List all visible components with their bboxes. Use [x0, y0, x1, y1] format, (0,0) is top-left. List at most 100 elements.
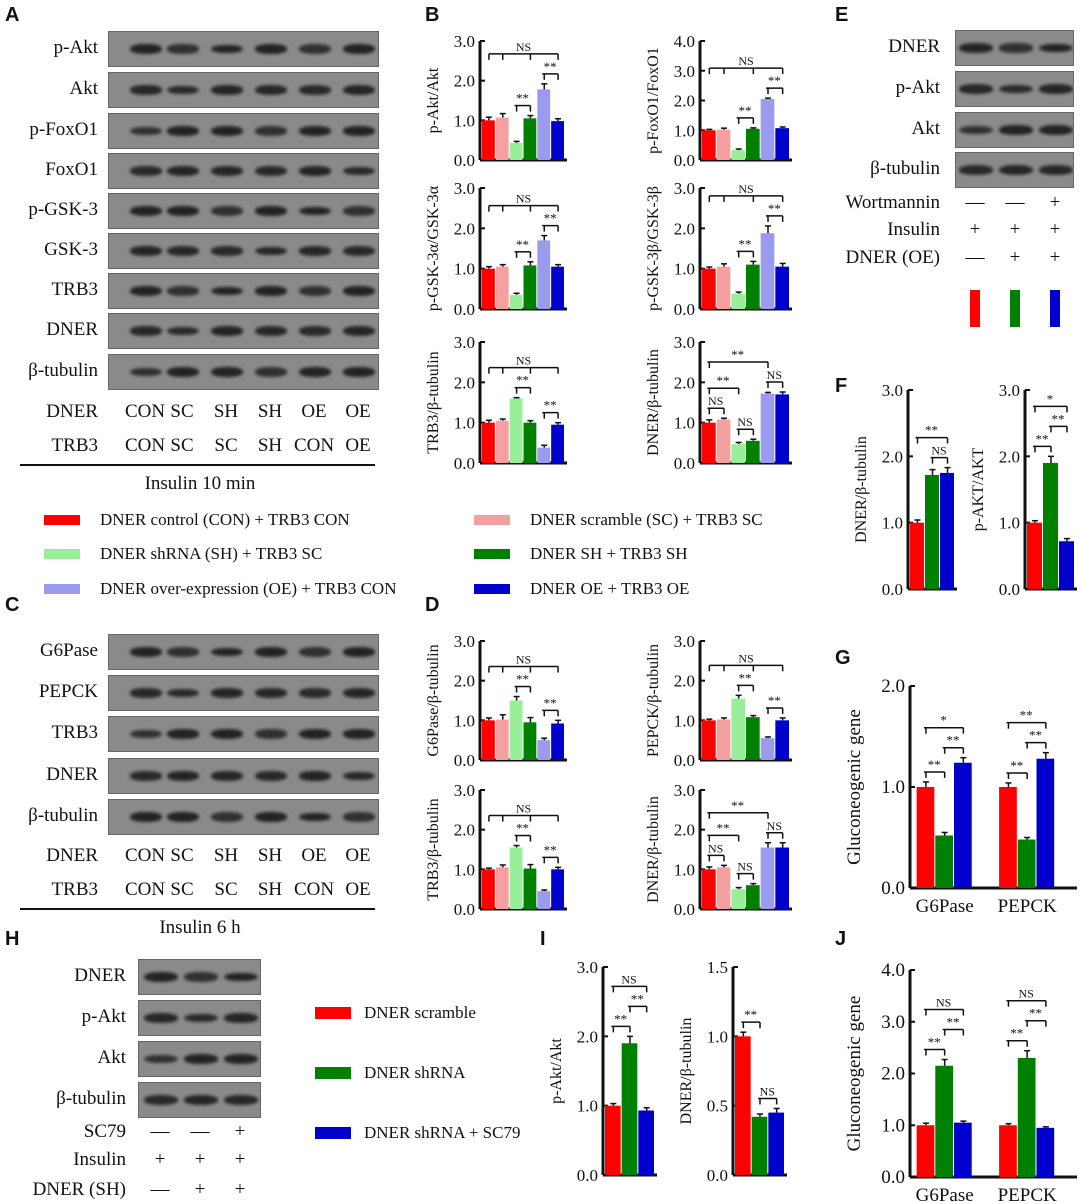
condition-label: TRB3 [51, 879, 98, 900]
legend-label: DNER SH + TRB3 SH [530, 544, 688, 563]
y-tick-label: 2.0 [454, 219, 475, 238]
bar [768, 1112, 784, 1175]
western-blot-strip [138, 1041, 261, 1077]
bar [746, 717, 760, 760]
protein-band [130, 246, 162, 256]
protein-band [130, 647, 162, 657]
significance-label: ** [768, 201, 781, 216]
bar [999, 787, 1017, 888]
bar [731, 444, 745, 463]
legend-swatch [44, 549, 80, 559]
western-blot-strip [108, 758, 379, 794]
blot-row-label: DNER [46, 319, 98, 340]
bar [702, 869, 716, 909]
protein-band [167, 771, 199, 781]
bar [1043, 462, 1058, 589]
protein-band [211, 771, 243, 781]
y-tick-label: 1.5 [707, 958, 728, 977]
y-axis-title: G6Pase/β-tubulin [425, 644, 442, 756]
condition-value: SC [170, 401, 194, 422]
legend-label: DNER OE + TRB3 OE [530, 579, 690, 598]
condition-label: DNER [46, 401, 98, 422]
protein-band [184, 1013, 218, 1023]
protein-band [224, 1095, 258, 1105]
protein-band [343, 126, 375, 136]
bar [954, 1122, 972, 1177]
significance-label: ** [544, 211, 557, 226]
y-tick-label: 0.0 [454, 900, 475, 919]
bar [537, 240, 551, 309]
bar [935, 835, 953, 888]
significance-label: NS [738, 651, 753, 665]
y-tick-label: 1.0 [674, 711, 695, 730]
y-tick-label: 2.0 [882, 447, 903, 466]
western-blot-strip [108, 31, 379, 67]
protein-band [130, 126, 162, 136]
blot-row-label: p-Akt [53, 37, 98, 58]
bar [551, 266, 564, 309]
bar [509, 700, 523, 760]
significance-label: * [940, 713, 947, 728]
y-tick-label: 1.0 [674, 260, 695, 279]
significance-label: NS [760, 1084, 775, 1098]
western-blot-strip [108, 716, 379, 752]
protein-band [211, 812, 243, 822]
protein-band [343, 812, 375, 822]
condition-value: SH [257, 435, 283, 456]
protein-band [1039, 165, 1073, 175]
bar [910, 522, 924, 589]
bar-chart-B1: 0.0 1.0 2.0 3.0 p-Akt/Akt ** ** NS [425, 32, 567, 170]
color-swatch [1050, 290, 1060, 327]
divider-line [20, 908, 375, 910]
bar-chart-B4: 0.0 1.0 2.0 3.0 p-GSK-3β/GSK-3β ** ** NS [645, 179, 792, 319]
bar [551, 121, 564, 160]
bar [716, 419, 731, 463]
panel-label: E [835, 4, 849, 26]
protein-band [211, 166, 243, 176]
condition-value: CON [124, 845, 166, 866]
condition-value: + [154, 1149, 166, 1170]
condition-value: OE [301, 845, 327, 866]
bar [702, 130, 716, 160]
y-axis-title: p-AKT/AKT [970, 448, 987, 532]
western-blot-strip [955, 152, 1074, 188]
y-axis-title: p-GSK-3α/GSK-3α [425, 185, 442, 311]
y-axis-title: Gluconeogenic gene [844, 709, 865, 865]
bar [716, 719, 731, 760]
panel-label: J [835, 928, 847, 950]
bar [746, 440, 760, 463]
protein-band [167, 126, 199, 136]
y-tick-label: 0.0 [577, 1166, 598, 1185]
significance-label: ** [731, 347, 744, 362]
bar [495, 266, 509, 309]
y-tick-label: 3.0 [674, 632, 695, 651]
legend-swatch [474, 515, 510, 525]
significance-label: ** [717, 373, 730, 388]
bar [621, 1043, 638, 1175]
protein-band [255, 771, 287, 781]
condition-value: — [965, 192, 985, 213]
significance-label: NS [708, 841, 723, 855]
bar [731, 150, 745, 160]
panel-label: C [5, 594, 20, 616]
western-blot-strip [108, 113, 379, 149]
bar-chart-D2: 0.0 1.0 2.0 3.0 PEPCK/β-tubulin ** ** NS [645, 632, 792, 770]
condition-value: + [1049, 219, 1061, 240]
bar [495, 420, 509, 463]
condition-value: + [1049, 192, 1061, 213]
bar [1036, 758, 1055, 888]
blot-row-label: DNER [74, 965, 126, 986]
bar [523, 868, 537, 909]
bar [716, 129, 731, 160]
y-tick-label: 0.0 [674, 454, 695, 473]
protein-band [299, 126, 331, 136]
bar [746, 885, 760, 909]
bar [523, 722, 537, 760]
western-blot-strip [108, 153, 379, 189]
protein-band [343, 85, 375, 95]
significance-label: ** [928, 1035, 941, 1050]
protein-band [224, 972, 258, 982]
y-tick-label: 0.0 [881, 878, 905, 899]
bar [537, 740, 551, 760]
significance-label: NS [737, 860, 752, 874]
